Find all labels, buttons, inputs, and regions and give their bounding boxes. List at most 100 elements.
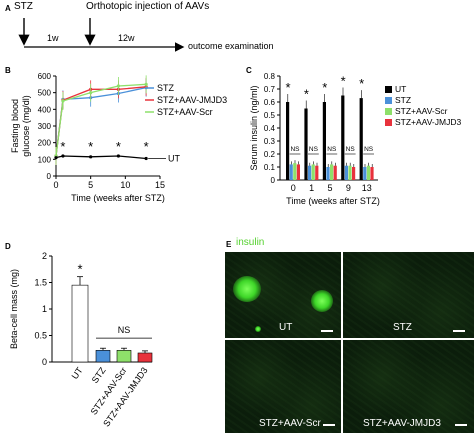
x-tick-label: 5 [327,183,332,193]
islet [255,326,261,332]
timeline-diagram [18,18,185,52]
ns-label: NS [346,146,356,153]
y-tick-label: 300 [38,122,52,131]
ns-label: NS [309,146,319,153]
ut-label: UT [168,154,180,164]
timeline-stz: STZ [14,1,33,12]
significance-star: * [341,74,346,89]
series-line-STZ+AAV-Scr [55,83,147,157]
legend-entry: STZ [157,83,175,93]
bar-STZ+AAV-JMJD3 [315,165,319,180]
y-tick-label: 100 [38,155,52,164]
scale-bar [453,330,465,332]
legend-entry: STZ+AAV-JMJD3 [157,95,227,105]
significance-star: * [359,76,364,91]
panel-label-b: B [5,66,11,75]
bar-STZ+AAV-Scr [366,165,370,180]
data-point [61,99,65,103]
bar-STZ+AAV-JMJD3 [296,164,300,180]
bar-STZ [326,167,330,180]
legend-entry: STZ+AAV-Scr [395,106,448,116]
y-axis-label: Beta-cell mass (mg) [9,269,19,349]
x-tick-label: STZ [90,365,108,385]
legend-entry: UT [395,84,406,94]
y-tick-label: 0.4 [264,124,276,133]
bar-STZ+AAV-JMJD3 [333,165,337,180]
y-tick-label: 0 [271,176,276,185]
x-axis-label: Time (weeks after STZ) [71,193,165,203]
x-axis-label: Time (weeks after STZ) [286,196,380,206]
x-tick-label: 5 [88,180,93,190]
data-point [54,156,58,160]
bar-STZ [363,167,367,180]
legend-swatch [385,108,392,115]
bar-UT [304,108,308,180]
micrograph-stz: STZ [343,252,474,338]
bar-UT [359,98,363,180]
bar-STZ+AAV-Scr [330,164,334,180]
significance-star: * [285,80,290,95]
bar-STZ+AAV-Scr [293,163,297,180]
micrograph-label: UT [279,322,293,333]
data-point [116,154,120,158]
bar-STZ+AAV-JMJD3 [352,167,356,180]
bar-UT [286,102,290,180]
scale-bar [321,330,333,332]
micrograph-label: STZ+AAV-Scr [259,418,321,429]
legend-entry: STZ [395,95,411,105]
micrograph-label: STZ+AAV-JMJD3 [363,418,441,429]
bar-STZ+AAV-Scr [311,164,315,180]
significance-star: * [322,80,327,95]
y-tick-label: 0.3 [264,137,276,146]
islet [311,290,333,312]
insulin-chart: 0 0.1 0.2 0.3 0.4 0.5 0.6 0.7 0.8 Serum insulin (… [249,72,461,206]
x-tick-label: 0 [291,183,296,193]
bar-STZ [344,165,348,180]
significance-star: * [144,139,149,154]
y-tick-label: 0.7 [264,85,276,94]
bar-STZ+AAV-Scr [348,165,352,180]
x-tick-label: 9 [346,183,351,193]
timeline-outcome: outcome examination [188,41,274,51]
y-tick-label: 0.6 [264,98,276,107]
y-tick-label: 500 [38,89,52,98]
panel-label-c: C [246,66,252,75]
significance-star: * [88,139,93,154]
series-line-STZ+AAV-JMJD3 [55,86,147,157]
data-point [144,156,148,161]
data-point [116,84,120,88]
bar-STZ [95,350,111,363]
bar-STZ+AAV-JMJD3 [137,352,153,363]
bar-STZ+AAV-JMJD3 [370,167,374,180]
y-tick-label: 400 [38,105,52,114]
y-tick-label: 2 [42,251,47,261]
bar-UT [341,95,345,180]
y-tick-label: 0.1 [264,163,276,172]
series-line-UT [55,155,147,160]
glucose-chart: 0 100 200 300 400 500 600 0 5 10 15 Time (weeks aft… [10,72,227,203]
data-point [89,155,93,159]
bar-STZ [308,165,312,180]
y-tick-label: 0.5 [34,331,47,341]
legend-swatch [385,86,392,93]
scale-bar [323,424,335,426]
islet [233,276,261,302]
bar-UT [322,102,326,180]
legend-swatch [385,97,392,104]
y-tick-label: 1 [42,304,47,314]
significance-star: * [116,139,121,154]
y-tick-label: 1.5 [34,278,47,288]
legend-entry: STZ+AAV-Scr [157,107,213,117]
scale-bar [455,424,467,426]
x-tick-label: 15 [155,180,165,190]
y-tick-label: 0 [47,172,52,181]
data-point [144,82,148,86]
micrograph-jmjd3: STZ+AAV-JMJD3 [343,340,474,433]
legend-swatch [385,119,392,126]
y-tick-label: 200 [38,139,52,148]
stain-label: insulin [236,237,265,248]
x-tick-label: 1 [309,183,314,193]
ns-label: NS [364,146,374,153]
y-tick-label: 0 [42,357,47,367]
